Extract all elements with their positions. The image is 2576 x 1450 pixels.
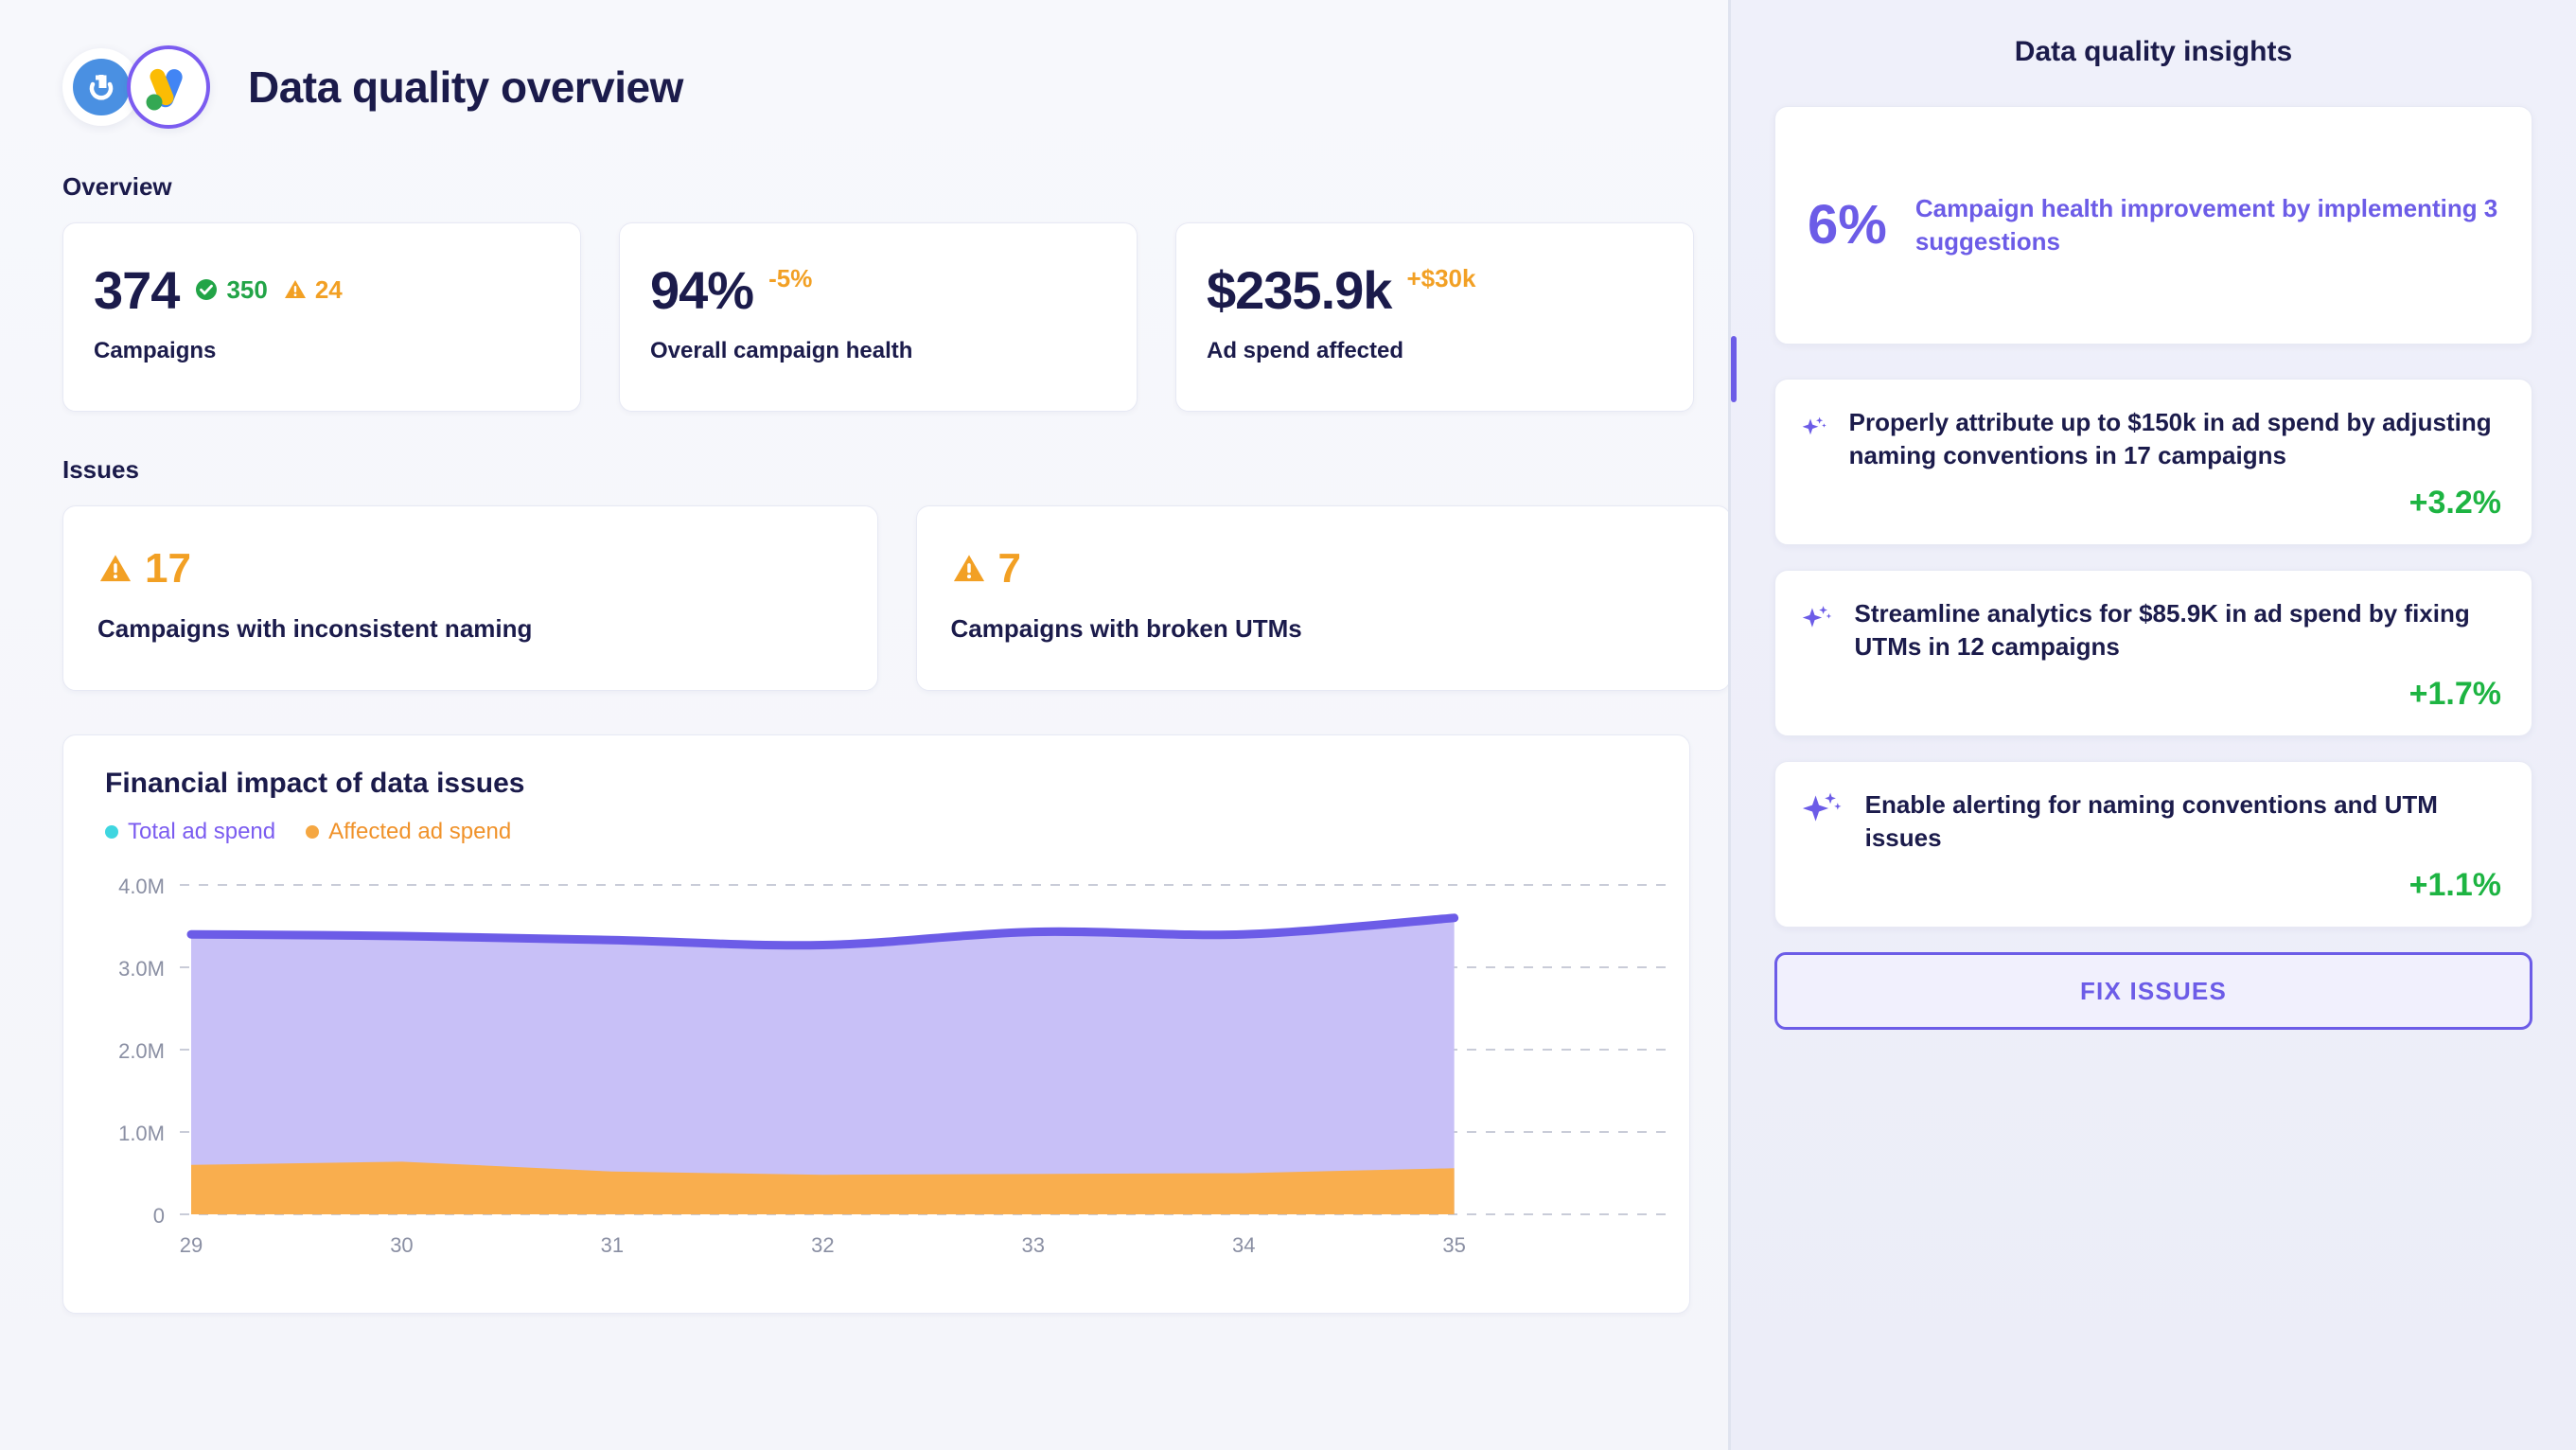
panel-divider [1728,0,1731,1450]
stat-label: Campaigns [94,338,217,363]
insight-gain: +3.2% [2408,485,2501,522]
overview-card-adspend[interactable]: $235.9k +$30k Ad spend affected [1175,222,1694,412]
insight-highlight-percent: 6% [1808,194,1887,256]
warning-triangle-icon [99,554,132,581]
status-badge-warning: 24 [283,277,343,302]
issue-count: 17 [145,544,191,592]
legend-label: Total ad spend [128,819,276,844]
warning-triangle-icon [284,280,306,298]
stat-value: 374 [94,260,180,320]
overview-card-health[interactable]: 94% -5% Overall campaign health [619,222,1138,412]
issue-label: Campaigns with broken UTMs [950,613,1302,643]
sparkle-icon [1802,416,1826,435]
fix-issues-button[interactable]: FIX ISSUES [1774,952,2532,1031]
stat-delta: +$30k [1406,264,1476,292]
issues-cards: 17 Campaigns with inconsistent naming 7 … [62,505,1731,691]
stat-value: $235.9k [1207,260,1392,320]
google-ads-logo-icon [127,45,210,129]
stat-label: Ad spend affected [1207,338,1404,363]
legend-dot-icon [105,825,118,839]
insight-gain: +1.7% [2408,676,2501,713]
insight-text: Properly attribute up to $150k in ad spe… [1848,408,2492,469]
financial-impact-chart-card: Financial impact of data issues Total ad… [62,734,1690,1314]
overview-cards: 374 350 24 [62,222,1731,412]
check-circle-icon [196,279,218,300]
svg-text:34: 34 [1232,1233,1255,1257]
status-badge-warning-count: 24 [314,275,343,304]
overview-card-campaigns[interactable]: 374 350 24 [62,222,581,412]
stat-delta: -5% [768,264,813,292]
overview-section-label: Overview [62,172,172,201]
svg-text:2.0M: 2.0M [118,1039,165,1063]
svg-text:4.0M: 4.0M [118,875,165,898]
svg-text:1.0M: 1.0M [118,1122,165,1145]
main-panel: Data quality overview Overview 374 350 [62,0,1731,1450]
legend-item-total[interactable]: Total ad spend [105,819,275,845]
issues-section-label: Issues [62,455,139,484]
insight-card-utm[interactable]: Streamline analytics for $85.9K in ad sp… [1774,570,2532,737]
area-chart: 0 1.0M 2.0M 3.0M 4.0M 29 30 31 32 33 34 35 [118,875,1668,1257]
status-badge-healthy-count: 350 [226,275,268,304]
svg-text:3.0M: 3.0M [118,957,165,981]
logo-group [62,45,210,129]
svg-text:35: 35 [1442,1233,1465,1257]
insight-card-naming[interactable]: Properly attribute up to $150k in ad spe… [1774,379,2532,546]
legend-item-affected[interactable]: Affected ad spend [306,819,511,845]
insight-text: Enable alerting for naming conventions a… [1864,790,2438,852]
issue-label: Campaigns with inconsistent naming [97,613,533,643]
svg-text:32: 32 [811,1233,834,1257]
status-badge-healthy: 350 [194,275,268,304]
insight-highlight-text: Campaign health improvement by implement… [1914,193,2498,256]
sparkle-icon [1802,606,1832,628]
svg-text:33: 33 [1022,1233,1045,1257]
chart-plot-area: 0 1.0M 2.0M 3.0M 4.0M 29 30 31 32 33 34 35 [63,872,1689,1279]
insights-panel: Data quality insights 6% Campaign health… [1731,0,2576,1450]
svg-text:30: 30 [390,1233,413,1257]
legend-dot-icon [306,825,320,839]
insight-text: Streamline analytics for $85.9K in ad sp… [1854,599,2470,661]
svg-text:0: 0 [153,1204,165,1228]
chart-legend: Total ad spend Affected ad spend [105,819,1648,845]
panel-accent-bar [1731,336,1737,402]
page-title: Data quality overview [248,62,683,112]
issue-card-naming[interactable]: 17 Campaigns with inconsistent naming [62,505,878,691]
stat-value: 94% [650,260,754,320]
insight-card-alerting[interactable]: Enable alerting for naming conventions a… [1774,761,2532,928]
svg-text:31: 31 [601,1233,624,1257]
stat-label: Overall campaign health [650,338,913,363]
issue-count: 7 [997,544,1021,592]
warning-triangle-icon [953,554,984,581]
svg-text:29: 29 [180,1233,203,1257]
chart-title: Financial impact of data issues [105,768,525,799]
page-header: Data quality overview [62,45,1731,129]
issue-card-utm[interactable]: 7 Campaigns with broken UTMs [915,505,1731,691]
sparkle-icon [1802,792,1842,822]
legend-label: Affected ad spend [328,819,512,844]
insights-title: Data quality insights [2014,36,2293,67]
improvado-logo-icon [62,48,140,126]
insight-gain: +1.1% [2408,867,2501,904]
insight-highlight-card[interactable]: 6% Campaign health improvement by implem… [1774,106,2532,345]
